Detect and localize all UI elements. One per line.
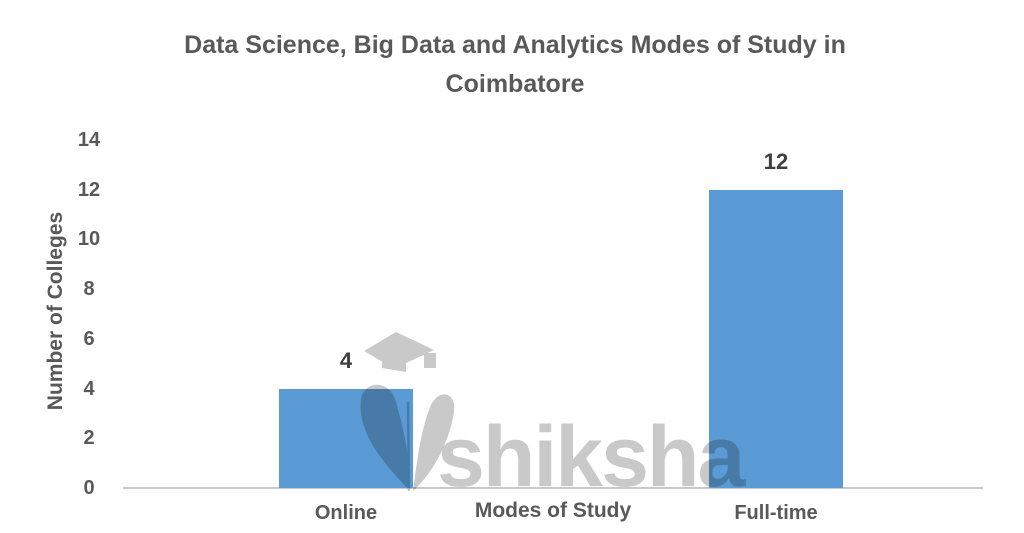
x-axis-title: Modes of Study [474,499,632,522]
y-tick-label: 0 [83,477,95,499]
y-tick-label: 4 [83,377,95,400]
y-tick-label: 8 [83,278,95,301]
data-label: 12 [763,148,789,174]
shiksha-logo-watermark [360,332,455,492]
y-tick-label: 10 [77,228,101,251]
y-tick-label: 6 [83,327,95,350]
quill-icon [360,384,455,492]
graduation-cap-icon [364,332,436,372]
chart-title: Data Science, Big Data and Analytics Mod… [184,31,846,98]
bar-full-time [709,189,843,488]
shiksha-watermark-text: shiksha [437,409,745,505]
plot-area: 0 2 4 6 8 10 12 14 4 Online 12 Full-time [78,129,983,524]
x-axis-line [123,487,983,489]
category-label: Full-time [734,502,818,524]
category-label: Online [314,502,378,524]
data-label: 4 [339,347,353,373]
y-tick-label: 14 [77,129,101,151]
y-tick-label: 2 [83,427,95,450]
y-tick-label: 12 [77,178,101,201]
